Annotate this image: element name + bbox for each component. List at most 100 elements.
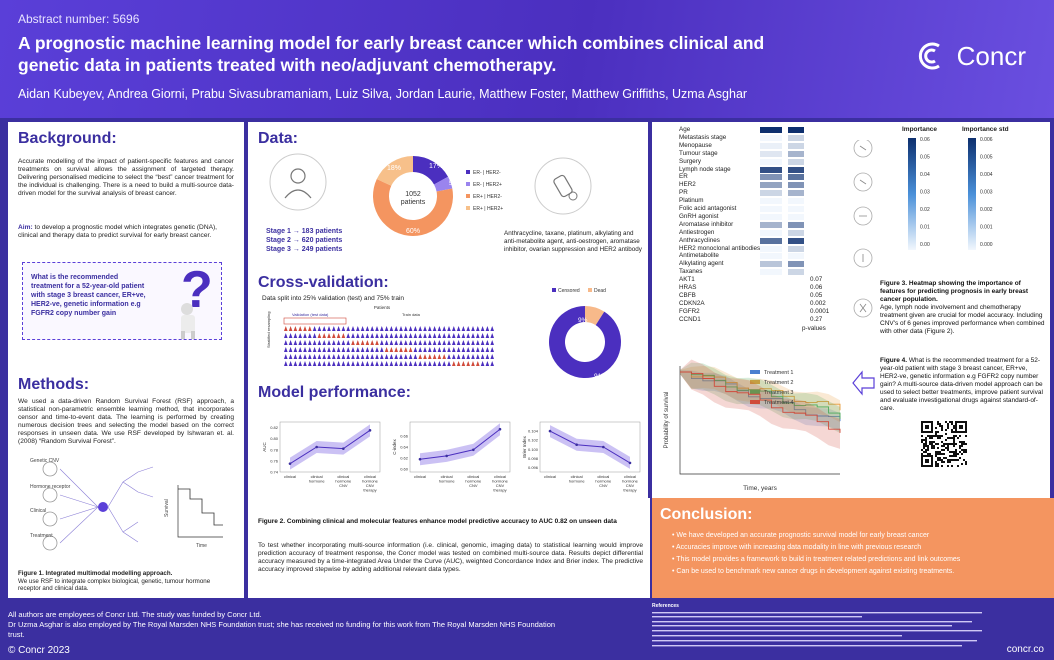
importance-cell [760, 198, 782, 205]
patient-marker [413, 333, 418, 338]
donut-pct-0: 17% [429, 163, 443, 170]
patient-marker [404, 347, 408, 352]
survival-legend-swatch [750, 390, 760, 394]
qr-module [951, 459, 953, 461]
importance-cell [760, 269, 782, 276]
patient-marker [351, 354, 355, 359]
figure4-caption-body: What is the recommended treatment for a … [880, 357, 1043, 412]
aim-label: Aim: [18, 224, 33, 231]
patient-marker [298, 361, 302, 366]
aim-body: to develop a prognostic model which inte… [18, 224, 218, 239]
qr-module [953, 435, 955, 437]
patient-marker [466, 333, 470, 338]
qr-module [941, 441, 943, 443]
patient-marker [351, 333, 355, 338]
qr-module [933, 441, 935, 443]
qr-module [923, 447, 925, 449]
y-tick-label: 0.60 [400, 467, 409, 472]
qr-code[interactable] [920, 420, 968, 468]
patient-marker [332, 326, 336, 331]
qr-module [937, 423, 939, 425]
patient-marker [447, 326, 451, 331]
patient-marker [408, 333, 413, 338]
patient-marker [298, 347, 302, 352]
patient-marker [303, 354, 307, 359]
qr-module [931, 437, 933, 439]
qr-module [947, 427, 949, 429]
importance-std-cell [788, 206, 804, 212]
question-text: What is the recommended treatment for a … [31, 274, 146, 317]
patient-marker [490, 347, 494, 352]
concr-logo: Concr [913, 38, 1026, 74]
qr-module [947, 423, 949, 425]
patient-marker [442, 361, 446, 366]
patient-marker [360, 361, 365, 366]
survival-legend-swatch [750, 380, 760, 384]
data-point [575, 443, 578, 447]
survival-y-label: Probability of survival [664, 392, 670, 449]
qr-module [927, 449, 929, 451]
column-background-methods: Background: Accurate modelling of the im… [8, 122, 244, 598]
survival-legend-label: Treatment 3 [764, 390, 793, 396]
qr-module [925, 451, 927, 453]
figure4-caption: Figure 4. What is the recommended treatm… [880, 357, 1046, 413]
feature-label: Folic acid antagonist [679, 205, 737, 212]
background-heading: Background: [18, 130, 117, 147]
qr-module [921, 439, 923, 441]
patient-marker [336, 347, 341, 352]
qr-module [949, 437, 951, 439]
qr-module [957, 465, 959, 467]
qr-module [921, 453, 923, 455]
aim-text: Aim: to develop a prognostic model which… [18, 224, 234, 240]
patient-marker [346, 333, 350, 338]
qr-module [921, 435, 923, 437]
data-point [472, 448, 475, 452]
y-tick-label: 0.82 [270, 425, 279, 430]
feature-label: HER2 [679, 181, 696, 189]
arrow-left-icon [852, 370, 875, 396]
patient-marker [423, 340, 427, 345]
importance-cell [760, 213, 782, 220]
brand-name: Concr [956, 40, 1026, 71]
qr-module [945, 421, 947, 423]
figure3-caption: Figure 3. Heatmap showing the importance… [880, 280, 1046, 336]
patient-marker [336, 340, 341, 345]
qr-module [941, 459, 943, 461]
cv-heading: Cross-validation: [258, 274, 389, 291]
qr-module [927, 445, 929, 447]
patient-marker [370, 361, 374, 366]
patient-marker [341, 354, 346, 359]
patient-marker [365, 354, 370, 359]
references-text-lines [652, 612, 982, 647]
y-tick-label: 0.66 [400, 433, 409, 438]
qr-module [923, 451, 925, 453]
references-title: References [652, 603, 679, 609]
x-tick-label: hormone [439, 479, 456, 484]
patient-marker [384, 347, 389, 352]
qr-module [923, 445, 925, 447]
poster-title: A prognostic machine learning model for … [18, 33, 765, 75]
patient-marker [461, 354, 466, 359]
patient-marker [384, 340, 389, 345]
importance-std-cell [788, 245, 804, 252]
qr-module [959, 441, 961, 443]
qr-module [943, 457, 945, 459]
legend-2: ER+ | HER2- [473, 194, 502, 200]
patient-marker [322, 326, 326, 331]
patient-marker [293, 361, 298, 366]
patient-marker [389, 361, 394, 366]
methods-heading: Methods: [18, 376, 90, 393]
qr-module [943, 443, 945, 445]
patient-marker [322, 347, 326, 352]
qr-module [927, 447, 929, 449]
qr-module [935, 461, 937, 463]
patient-marker [404, 354, 408, 359]
data-point [418, 457, 422, 461]
colorbar-std-tick: 0.002 [980, 207, 993, 213]
importance-std-cell [788, 174, 804, 181]
qr-module [947, 447, 949, 449]
x-tick-label: hormone [569, 479, 586, 484]
importance-cell [760, 190, 782, 197]
survival-legend-label: Treatment 2 [764, 380, 793, 386]
website-link[interactable]: concr.co [1006, 644, 1044, 655]
